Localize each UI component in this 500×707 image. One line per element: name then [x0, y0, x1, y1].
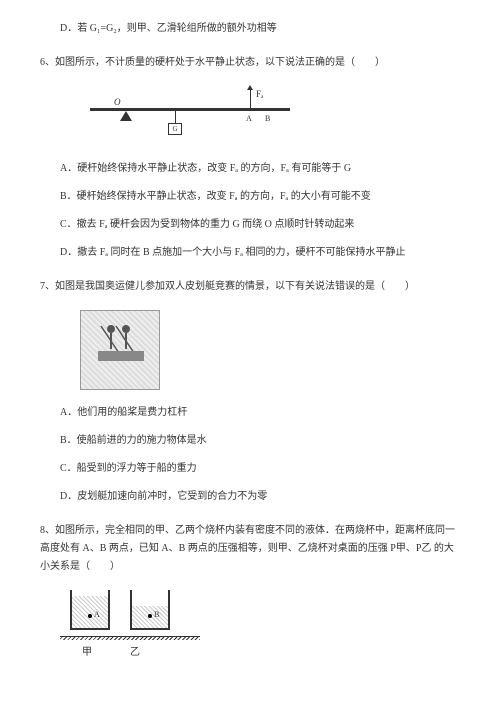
beaker-labels-row: 甲 乙 — [82, 644, 460, 662]
weight-string — [175, 111, 176, 123]
q7-option-d: D．皮划艇加速向前冲时，它受到的合力不为零 — [60, 488, 460, 506]
q7-optC-text: C．船受到的浮力等于船的重力 — [60, 463, 197, 474]
beaker-yi: B — [130, 590, 170, 630]
q6-optC-text: C．撤去 Fₐ 硬杆会因为受到物体的重力 G 而绕 O 点顺时针转动起来 — [60, 219, 354, 230]
liquid-jia — [72, 596, 108, 628]
q6-option-a: A．硬杆始终保持水平静止状态，改变 Fₐ 的方向，Fₐ 有可能等于 G — [60, 160, 460, 178]
q6-option-c: C．撤去 Fₐ 硬杆会因为受到物体的重力 G 而绕 O 点顺时针转动起来 — [60, 216, 460, 234]
q5-option-d: D．若 G₁=G₂，则甲、乙滑轮组所做的额外功相等 — [60, 20, 460, 38]
q6-optD-text: D．撤去 Fₐ 同时在 B 点施加一个大小与 Fₐ 相同的力，硬杆不可能保持水平… — [60, 247, 405, 258]
q6-option-b: B．硬杆始终保持水平静止状态，改变 Fₐ 的方向，Fₐ 的大小有可能不变 — [60, 188, 460, 206]
point-A-text: A — [94, 608, 100, 622]
rowing-svg — [96, 321, 146, 366]
table-surface — [60, 636, 200, 640]
q7-optD-text: D．皮划艇加速向前冲时，它受到的合力不为零 — [60, 491, 267, 502]
q5-optD-text: D．若 G₁=G₂，则甲、乙滑轮组所做的额外功相等 — [60, 23, 277, 34]
q6-optB-text: B．硬杆始终保持水平静止状态，改变 Fₐ 的方向，Fₐ 的大小有可能不变 — [60, 191, 371, 202]
force-arrow — [250, 88, 251, 108]
q7-rowing-image — [80, 310, 460, 390]
weight-G-box: G — [168, 123, 182, 135]
q6-header-text: 6、如图所示，不计质量的硬杆处于水平静止状态，以下说法正确的是（ ） — [40, 57, 385, 68]
beaker-jia: A — [70, 590, 110, 630]
q6-header: 6、如图所示，不计质量的硬杆处于水平静止状态，以下说法正确的是（ ） — [40, 54, 460, 72]
pivot-label-O: O — [114, 94, 121, 110]
q8-header-text: 8、如图所示，完全相同的甲、乙两个烧杯内装有密度不同的液体．在两烧杯中，距离杯底… — [40, 525, 455, 572]
q7-option-b: B．使船前进的力的施力物体是水 — [60, 432, 460, 450]
label-jia: 甲 — [82, 644, 92, 662]
q7-option-a: A．他们用的船桨是费力杠杆 — [60, 404, 460, 422]
force-FA-label: Fₐ — [256, 86, 263, 102]
label-yi: 乙 — [130, 644, 140, 662]
q6-option-d: D．撤去 Fₐ 同时在 B 点施加一个大小与 Fₐ 相同的力，硬杆不可能保持水平… — [60, 244, 460, 262]
q7-option-c: C．船受到的浮力等于船的重力 — [60, 460, 460, 478]
point-B-label: B — [265, 112, 270, 126]
q6-optA-text: A．硬杆始终保持水平静止状态，改变 Fₐ 的方向，Fₐ 有可能等于 G — [60, 163, 351, 174]
q7-optB-text: B．使船前进的力的施力物体是水 — [60, 435, 207, 446]
point-B-text: B — [154, 608, 159, 622]
point-A-dot — [88, 614, 92, 618]
q6-lever-diagram: O G Fₐ A B — [80, 86, 460, 146]
q7-header: 7、如图是我国奥运健儿参加双人皮划艇竞赛的情景，以下有关说法错误的是（ ） — [40, 278, 460, 296]
q7-optA-text: A．他们用的船桨是费力杠杆 — [60, 407, 187, 418]
point-A-label: A — [246, 112, 252, 126]
point-B-dot — [148, 614, 152, 618]
pivot-triangle — [120, 111, 132, 121]
q8-beaker-diagram: A B 甲 乙 — [40, 590, 460, 662]
q8-header: 8、如图所示，完全相同的甲、乙两个烧杯内装有密度不同的液体．在两烧杯中，距离杯底… — [40, 522, 460, 576]
q7-header-text: 7、如图是我国奥运健儿参加双人皮划艇竞赛的情景，以下有关说法错误的是（ ） — [40, 281, 415, 292]
